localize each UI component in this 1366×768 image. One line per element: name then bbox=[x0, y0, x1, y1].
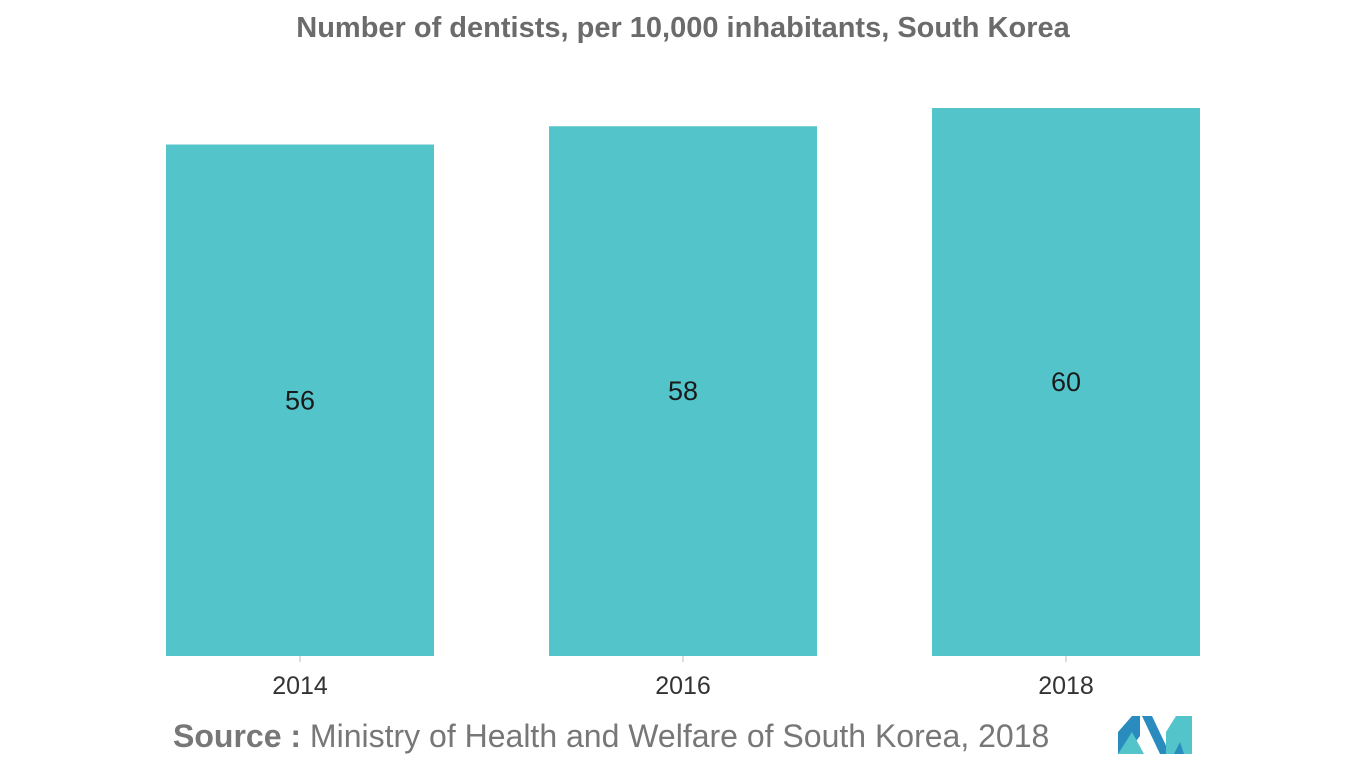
chart-title: Number of dentists, per 10,000 inhabitan… bbox=[296, 12, 1070, 44]
source-label: Source : bbox=[173, 718, 302, 754]
bar-2014 bbox=[166, 144, 434, 657]
bar-2016 bbox=[549, 126, 817, 657]
bar-value-label: 60 bbox=[1051, 367, 1081, 397]
bar-value-label: 58 bbox=[668, 376, 698, 406]
bar-2018 bbox=[932, 108, 1200, 656]
bar-value-label: 56 bbox=[285, 385, 315, 415]
source-text: Ministry of Health and Welfare of South … bbox=[301, 718, 1050, 754]
x-tick-label: 2018 bbox=[1038, 672, 1094, 700]
source-note: Source : Ministry of Health and Welfare … bbox=[173, 718, 1049, 755]
x-tick-label: 2014 bbox=[272, 672, 328, 700]
mordor-intelligence-logo-icon bbox=[1118, 716, 1192, 754]
x-tick-label: 2016 bbox=[655, 672, 711, 700]
